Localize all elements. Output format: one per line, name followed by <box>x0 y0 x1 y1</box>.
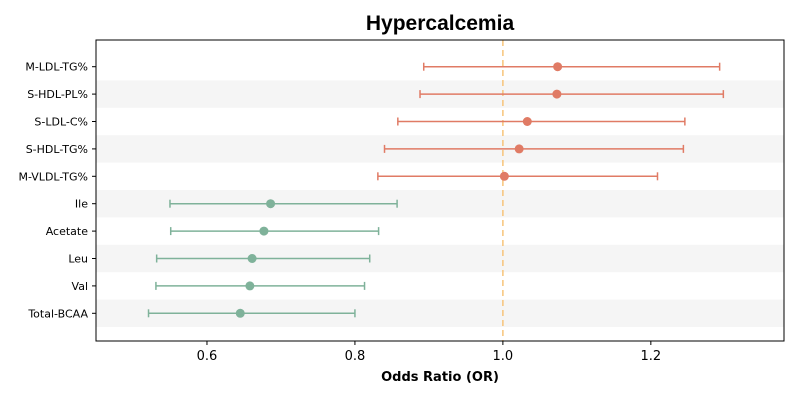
y-tick-label: M-VLDL-TG% <box>18 170 88 183</box>
x-tick-label: 1.0 <box>493 349 514 364</box>
y-tick-label: Val <box>72 280 88 293</box>
x-tick-label: 0.6 <box>197 349 218 364</box>
x-axis-label: Odds Ratio (OR) <box>381 370 499 385</box>
x-tick-label: 1.2 <box>640 349 661 364</box>
or-point <box>266 199 276 209</box>
y-tick-label: S-HDL-PL% <box>27 88 88 101</box>
plot-frame <box>95 39 785 342</box>
y-tick-label: Leu <box>68 253 88 266</box>
chart-title: Hypercalcemia <box>366 12 515 35</box>
or-point <box>235 308 245 318</box>
y-tick-label: S-LDL-C% <box>34 116 88 129</box>
x-axis-ticks: 0.6 0.8 1.0 1.2 <box>197 341 661 364</box>
y-tick-label: Total-BCAA <box>27 307 88 320</box>
or-point <box>553 62 563 72</box>
y-axis-ticks: M-LDL-TG% S-HDL-PL% S-LDL-C% S-HDL-TG% M-VLD… <box>18 61 96 320</box>
or-point <box>499 171 509 181</box>
or-point <box>514 144 524 154</box>
y-tick-label: Ile <box>75 198 88 211</box>
or-point <box>522 117 532 126</box>
x-tick-label: 0.8 <box>345 349 366 364</box>
or-point <box>247 254 257 263</box>
y-tick-label: M-LDL-TG% <box>25 61 88 74</box>
or-point <box>259 226 269 236</box>
y-tick-label: Acetate <box>46 225 89 238</box>
or-point <box>245 281 255 291</box>
y-tick-label: S-HDL-TG% <box>26 143 88 156</box>
or-point <box>552 89 562 99</box>
plot-marks <box>147 62 725 318</box>
